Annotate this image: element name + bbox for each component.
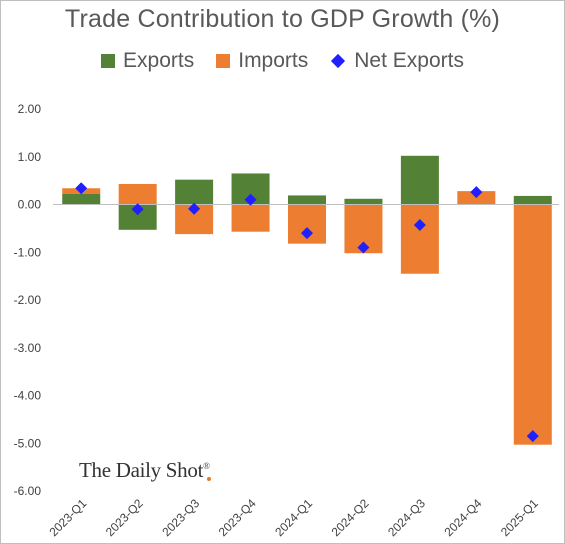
x-tick-label: 2024-Q4 xyxy=(442,496,485,539)
exports-swatch xyxy=(101,54,116,68)
legend-label-imports: Imports xyxy=(238,49,309,72)
y-tick-label: -6.00 xyxy=(14,484,42,498)
watermark-logo: The Daily Shot® xyxy=(79,458,214,483)
legend-item-net-exports: Net Exports xyxy=(330,49,464,73)
exports-bar xyxy=(344,198,383,205)
net-exports-marker xyxy=(413,219,426,232)
x-tick-label: 2023-Q3 xyxy=(159,496,202,539)
net-exports-marker xyxy=(244,193,257,206)
net-exports-marker xyxy=(131,203,144,216)
legend-item-imports: Imports xyxy=(216,49,308,73)
exports-bar xyxy=(62,193,101,205)
x-tick-label: 2023-Q4 xyxy=(216,496,259,539)
y-tick-label: 1.00 xyxy=(18,150,42,164)
legend-label-exports: Exports xyxy=(123,49,195,72)
net-exports-marker xyxy=(75,182,88,195)
y-tick-label: 2.00 xyxy=(18,102,42,116)
legend-item-exports: Exports xyxy=(101,49,194,73)
watermark-dot xyxy=(206,477,211,481)
x-tick-label: 2024-Q1 xyxy=(272,496,315,539)
exports-bar xyxy=(513,195,552,205)
net-exports-marker xyxy=(470,186,483,199)
y-tick-label: -1.00 xyxy=(14,245,42,259)
exports-bar xyxy=(400,155,439,205)
imports-bar xyxy=(513,204,552,445)
net-exports-marker xyxy=(301,227,313,240)
imports-bar xyxy=(400,204,439,274)
net-exports-marker xyxy=(188,202,201,215)
x-tick-label: 2023-Q1 xyxy=(46,496,89,539)
x-tick-label: 2025-Q1 xyxy=(498,496,541,539)
chart-title: Trade Contribution to GDP Growth (%) xyxy=(64,5,501,33)
chart-legend: Exports Imports Net Exports xyxy=(1,49,564,73)
y-tick-label: -3.00 xyxy=(14,341,42,355)
imports-bar xyxy=(118,183,157,205)
y-tick-label: -2.00 xyxy=(14,293,42,307)
y-tick-label: 0.00 xyxy=(18,198,42,212)
watermark-text: The Daily Shot xyxy=(79,458,204,482)
legend-label-net-exports: Net Exports xyxy=(354,49,464,72)
y-tick-label: -5.00 xyxy=(14,436,42,450)
watermark-mark: ® xyxy=(203,461,210,471)
exports-bar xyxy=(288,195,326,205)
imports-swatch xyxy=(216,54,231,68)
x-tick-label: 2023-Q2 xyxy=(103,496,146,539)
x-tick-label: 2024-Q3 xyxy=(385,496,428,539)
x-tick-label: 2024-Q2 xyxy=(329,496,372,539)
imports-bar xyxy=(231,204,270,232)
y-tick-label: -4.00 xyxy=(14,389,42,403)
exports-bar xyxy=(175,179,214,205)
net-exports-marker xyxy=(357,241,370,254)
net-exports-marker xyxy=(526,430,539,443)
